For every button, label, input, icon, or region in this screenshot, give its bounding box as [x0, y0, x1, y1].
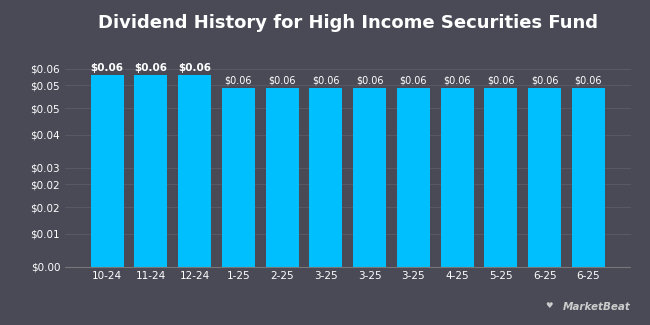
Text: $0.06: $0.06	[575, 76, 602, 86]
Bar	[484, 88, 517, 266]
Bar	[135, 75, 167, 266]
Bar	[441, 88, 474, 266]
Text: ♥: ♥	[545, 301, 553, 310]
Text: MarketBeat: MarketBeat	[563, 302, 630, 312]
Text: $0.06: $0.06	[135, 63, 167, 72]
Bar	[178, 75, 211, 266]
Bar	[528, 88, 561, 266]
Text: $0.06: $0.06	[487, 76, 515, 86]
Text: $0.06: $0.06	[356, 76, 384, 86]
Bar	[572, 88, 604, 266]
Text: $0.06: $0.06	[531, 76, 558, 86]
Text: $0.06: $0.06	[225, 76, 252, 86]
Bar	[91, 75, 124, 266]
Text: $0.06: $0.06	[443, 76, 471, 86]
Text: $0.06: $0.06	[312, 76, 339, 86]
Bar	[397, 88, 430, 266]
Bar	[222, 88, 255, 266]
Text: $0.06: $0.06	[400, 76, 427, 86]
Bar	[266, 88, 298, 266]
Bar	[309, 88, 343, 266]
Bar	[353, 88, 386, 266]
Text: $0.06: $0.06	[90, 63, 124, 72]
Text: $0.06: $0.06	[268, 76, 296, 86]
Title: Dividend History for High Income Securities Fund: Dividend History for High Income Securit…	[98, 14, 598, 32]
Text: $0.06: $0.06	[178, 63, 211, 72]
